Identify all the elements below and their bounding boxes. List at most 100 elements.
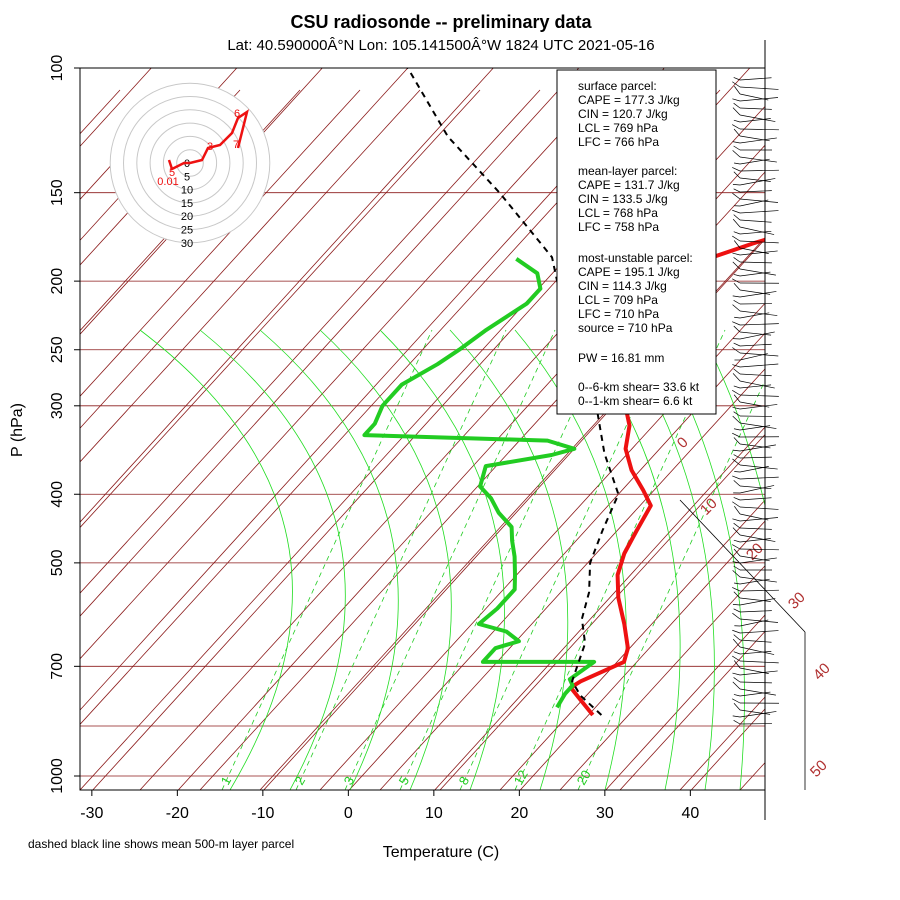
y-axis-label: P (hPa) — [9, 403, 26, 457]
wind-barb-feather — [732, 218, 741, 228]
hodograph-ring — [123, 96, 257, 230]
isotherm-line — [690, 708, 765, 790]
wind-barb-feather — [733, 565, 741, 571]
wind-barb — [739, 610, 772, 613]
wind-barb-feather — [733, 539, 741, 543]
x-tick-label: -10 — [251, 805, 274, 822]
hodograph-point-label: 3 — [207, 141, 213, 153]
wind-barb-feather — [733, 428, 741, 431]
wind-barb-feather — [732, 518, 741, 522]
y-tick-label: 400 — [49, 481, 66, 508]
wind-barb — [739, 323, 779, 326]
wind-barb — [739, 310, 778, 316]
info-mu-cape: CAPE = 195.1 J/kg — [578, 265, 680, 279]
wind-barb-feather — [734, 162, 741, 165]
wind-barb — [739, 114, 776, 122]
wind-barb-feather — [734, 582, 741, 585]
mixing-ratio-line — [577, 379, 765, 790]
wind-barb-feather — [732, 261, 741, 270]
dewpoint-line — [362, 257, 597, 709]
hodograph-ring-label: 30 — [181, 238, 193, 250]
footnote: dashed black line shows mean 500-m layer… — [28, 837, 294, 851]
dry-adiabat-line — [739, 762, 765, 790]
info-mean-cin: CIN = 133.5 J/kg — [578, 192, 668, 206]
moist-adiabat-line — [139, 329, 293, 790]
wind-barb — [739, 527, 772, 530]
wind-barb — [739, 250, 778, 256]
wind-barb-feather — [733, 283, 741, 291]
wind-barb — [739, 128, 779, 131]
wind-barb — [739, 352, 779, 357]
dry-adiabat-line — [319, 302, 765, 790]
wind-barb — [739, 589, 779, 592]
wind-barb-feather — [732, 373, 741, 382]
wind-barb-feather — [733, 128, 741, 137]
wind-barb — [739, 464, 778, 470]
wind-barb — [739, 456, 772, 459]
wind-barb — [739, 691, 771, 697]
moist-adiabat-line — [319, 329, 452, 790]
mixing-ratio-line — [399, 329, 611, 790]
wind-barb — [739, 107, 772, 110]
wind-barb-feather — [732, 406, 741, 410]
wind-barb — [739, 711, 777, 718]
hodograph-point-label: 5 — [169, 167, 175, 179]
hodograph-point-label: 0.01 — [157, 176, 178, 188]
moist-adiabat-line — [449, 329, 569, 790]
hodograph-ring — [136, 109, 244, 217]
chart-subtitle: Lat: 40.590000Â°N Lon: 105.141500Â°W 182… — [227, 37, 654, 54]
y-tick-label: 500 — [49, 549, 66, 576]
hodograph-ring-label: 20 — [181, 211, 193, 223]
wind-barb-feather — [733, 437, 741, 445]
isotherm-line — [776, 68, 900, 791]
hodograph-trace — [167, 109, 249, 171]
info-surface-lcl: LCL = 769 hPa — [578, 121, 658, 135]
dry-adiabat-line — [379, 368, 765, 790]
info-mean-head: mean-layer parcel: — [578, 164, 677, 178]
wind-barb — [739, 444, 776, 452]
isotherm-line — [177, 144, 765, 790]
wind-barb-feather — [733, 651, 741, 655]
wind-barb — [739, 343, 772, 347]
wind-barb — [739, 169, 779, 172]
hodograph-ring — [109, 82, 271, 244]
wind-barb — [739, 639, 772, 643]
wind-barb — [739, 97, 779, 102]
info-surface-cape: CAPE = 177.3 J/kg — [578, 93, 680, 107]
wind-barb-feather — [732, 544, 741, 550]
y-tick-label: 250 — [49, 336, 66, 363]
wind-barb — [739, 557, 777, 564]
wind-barb — [739, 619, 769, 627]
wind-barb-guide — [679, 499, 806, 633]
info-surface-head: surface parcel: — [578, 79, 657, 93]
hodograph-ring — [149, 122, 231, 204]
info-mu-cin: CIN = 114.3 J/kg — [578, 279, 667, 293]
wind-barb-feather — [733, 325, 741, 333]
mixing-ratio-label: 20 — [574, 767, 594, 787]
wind-barb-feather — [732, 98, 741, 102]
wind-barb-feather — [733, 394, 741, 403]
mixing-ratio-line — [295, 329, 507, 790]
wind-barb-feather — [733, 480, 741, 487]
wind-barb — [739, 199, 769, 207]
wind-barb-feather — [733, 634, 741, 641]
wind-barb-feather — [732, 150, 741, 158]
dry-adiabat-line — [80, 89, 601, 660]
wind-barb-feather — [733, 608, 741, 613]
wind-barb — [739, 548, 779, 551]
x-tick-label: -30 — [80, 805, 103, 822]
wind-barb-feather — [733, 522, 741, 529]
dry-adiabat-line — [80, 89, 541, 594]
wind-barb-feather — [732, 415, 741, 424]
info-surface-cin: CIN = 120.7 J/kg — [578, 107, 668, 121]
wind-barb-feather — [733, 677, 741, 683]
wind-barb-feather — [732, 364, 741, 368]
wind-barb — [739, 506, 779, 510]
mixing-ratio-label: 12 — [511, 767, 531, 787]
x-tick-label: 30 — [596, 805, 614, 822]
info-box-frame — [556, 69, 717, 415]
wind-barb-feather — [734, 86, 741, 95]
wind-barb-feather — [732, 604, 741, 606]
